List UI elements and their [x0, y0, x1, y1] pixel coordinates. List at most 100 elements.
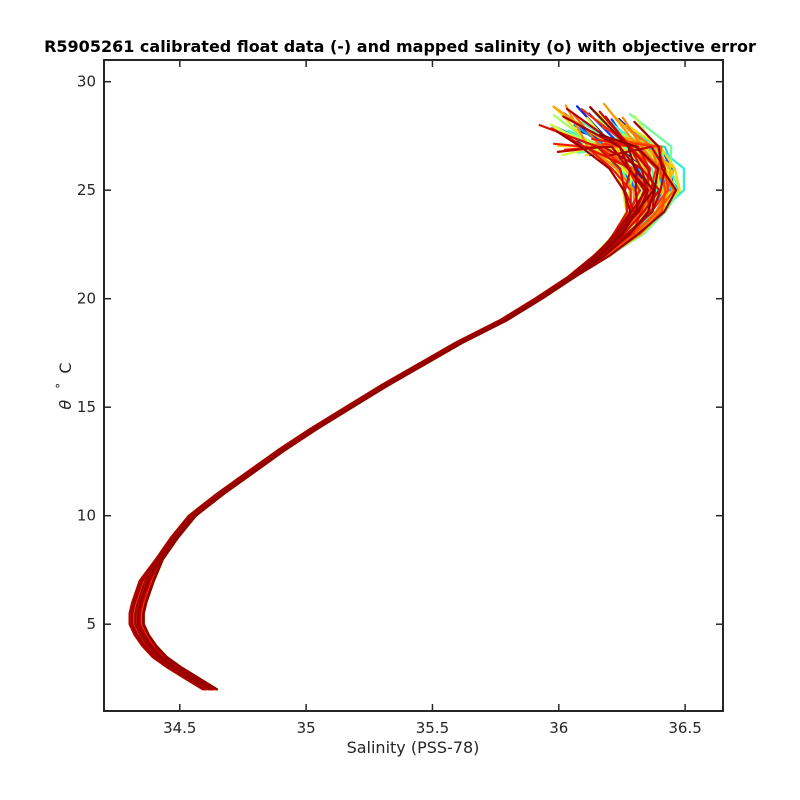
profile-line [136, 145, 650, 691]
profile-line [131, 129, 651, 691]
profile-line [142, 104, 636, 691]
profile-line [137, 116, 667, 691]
profile-line [135, 139, 669, 691]
profile-line [131, 124, 645, 691]
profile-line [133, 126, 638, 691]
profile-line [138, 124, 668, 691]
profile-line [138, 124, 640, 691]
profile-line [131, 133, 673, 691]
profile-line [142, 113, 646, 691]
axes-frame [103, 59, 724, 712]
y-tick-label: 5 [86, 615, 96, 633]
profile-line [134, 140, 681, 691]
profile-line [142, 129, 653, 691]
profile-line [136, 115, 674, 691]
profile-lines [128, 102, 685, 691]
profile-line [142, 145, 647, 691]
profile-line [129, 140, 645, 691]
profile-line [129, 140, 661, 691]
profile-line [137, 138, 651, 691]
y-axis-label-group: θ ° C [50, 362, 75, 409]
profile-line [133, 135, 674, 691]
profile-line [134, 105, 652, 691]
profile-line [140, 121, 658, 691]
profile-line [139, 142, 632, 691]
profile-line [141, 118, 675, 691]
profile-line [142, 120, 678, 691]
y-axis-label-degree: ° [54, 383, 68, 389]
y-tick-label: 15 [77, 398, 96, 416]
x-axis: 34.5 35 35.5 36 36.5 [163, 60, 702, 737]
profile-line [142, 133, 660, 691]
profile-line [137, 113, 681, 691]
profile-line [130, 136, 664, 691]
profile-line [136, 127, 632, 691]
profile-line [138, 112, 650, 691]
y-axis-label-symbol: θ [56, 400, 75, 410]
x-tick-label: 34.5 [163, 719, 196, 737]
profile-line [133, 144, 674, 691]
profile-line [141, 126, 667, 691]
profile-line [141, 118, 663, 691]
y-tick-label: 20 [77, 290, 96, 308]
profile-line [128, 107, 646, 691]
y-axis-label: θ ° C [50, 362, 75, 409]
y-tick-label: 30 [77, 73, 96, 91]
profile-line [140, 138, 678, 691]
profile-line [139, 127, 685, 691]
profile-line [136, 117, 675, 691]
profile-line [138, 121, 652, 691]
profile-line [130, 139, 670, 691]
x-tick-label: 36 [549, 719, 568, 737]
x-tick-label: 35.5 [416, 719, 449, 737]
profile-line [132, 102, 652, 691]
profile-line [138, 115, 656, 691]
profile-line [138, 107, 660, 691]
profile-line [136, 118, 661, 691]
profile-line [129, 131, 670, 691]
y-axis-label-unit: C [56, 362, 75, 373]
profile-line [142, 123, 644, 691]
profile-line [138, 135, 672, 691]
profile-line [138, 115, 669, 691]
profile-line [138, 145, 676, 691]
x-tick-label: 35 [297, 719, 316, 737]
profile-line [141, 127, 669, 691]
profile-line [130, 130, 632, 691]
profile-line [137, 105, 628, 691]
profile-line [139, 137, 676, 691]
profile-line [141, 145, 650, 691]
profile-line [130, 139, 675, 691]
profile-line [135, 111, 654, 691]
profile-line [134, 115, 639, 691]
profile-line [139, 108, 652, 691]
profile-line [140, 145, 647, 691]
x-tick-label: 36.5 [668, 719, 701, 737]
profile-line [138, 145, 648, 691]
profile-line [129, 119, 665, 691]
profile-line [134, 143, 653, 691]
profile-line [140, 145, 655, 691]
profile-line [131, 145, 666, 691]
profile-line [137, 142, 658, 691]
profile-line [136, 145, 641, 691]
profile-line [133, 128, 648, 691]
profile-line [128, 132, 669, 691]
y-tick-label: 10 [77, 507, 96, 525]
profile-line [131, 117, 654, 691]
y-tick-label: 25 [77, 181, 96, 199]
x-axis-label: Salinity (PSS-78) [347, 738, 480, 757]
profile-line [133, 124, 681, 691]
profile-line [135, 114, 639, 691]
chart-title: R5905261 calibrated float data (-) and m… [44, 37, 756, 56]
y-axis: 5 10 15 20 25 30 [77, 73, 723, 633]
profile-line [138, 124, 636, 691]
profile-line [137, 110, 661, 691]
profile-line [134, 112, 642, 691]
profile-line [132, 145, 633, 691]
profile-line [136, 106, 655, 691]
profile-line [140, 121, 661, 691]
profile-line [132, 105, 645, 691]
profile-line [137, 114, 662, 691]
